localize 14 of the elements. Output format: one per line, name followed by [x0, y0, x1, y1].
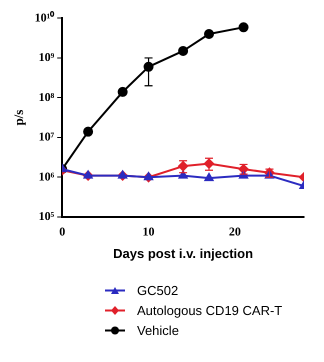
x-tick-label: 10: [142, 224, 155, 238]
y-tick-label: 10⁹: [38, 50, 55, 64]
x-axis-title: Days post i.v. injection: [113, 246, 254, 261]
y-tick-label: 10⁷: [38, 130, 55, 144]
x-tick-label: 0: [59, 224, 66, 238]
y-tick-label: 10⁵: [38, 209, 55, 224]
legend-label: GC502: [137, 282, 178, 298]
y-tick-label: 10⁸: [38, 90, 55, 104]
y-axis-title: p/s: [11, 110, 26, 126]
legend-label: Vehicle: [137, 322, 179, 338]
y-tick-label: 10¹⁰: [34, 10, 56, 24]
x-tick-label: 20: [228, 224, 241, 238]
legend-label: Autologous CD19 CAR-T: [137, 302, 282, 318]
y-tick-label: 10⁶: [38, 169, 55, 184]
